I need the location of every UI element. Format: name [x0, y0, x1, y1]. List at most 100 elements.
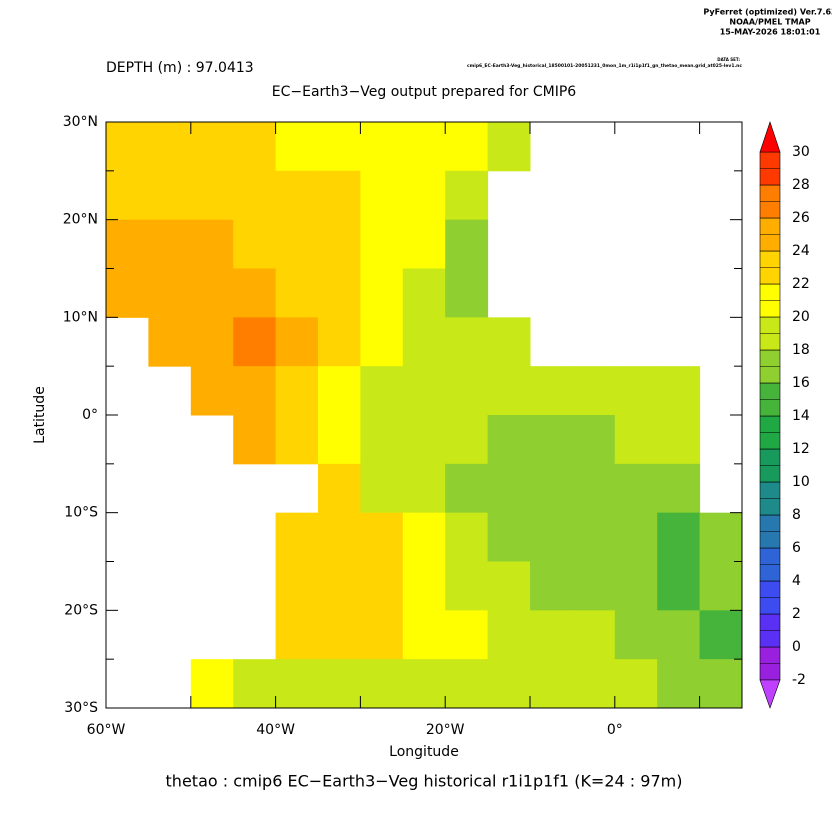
cell — [657, 561, 701, 611]
colorbar-label: 18 — [792, 342, 810, 358]
colorbar-label: 16 — [792, 375, 810, 391]
cell — [402, 610, 446, 660]
y-tick-label: 0° — [82, 407, 98, 423]
cell — [614, 561, 658, 611]
x-tick-label: 60°W — [87, 722, 126, 738]
cell — [318, 219, 361, 269]
cell — [148, 122, 192, 172]
cell — [233, 268, 277, 318]
x-tick-label: 0° — [607, 722, 623, 738]
cell — [445, 317, 489, 367]
cell — [445, 512, 489, 562]
y-tick-label: 10°S — [64, 505, 98, 521]
cell — [487, 366, 531, 416]
cell — [318, 122, 361, 172]
cell — [614, 610, 658, 660]
cell — [233, 317, 277, 367]
cell — [275, 659, 319, 709]
cell — [530, 659, 573, 709]
cell — [318, 366, 361, 416]
header-line: NOAA/PMEL TMAP — [729, 18, 810, 27]
colorbar-label: 28 — [792, 177, 810, 193]
cell — [657, 415, 701, 465]
cell — [318, 561, 361, 611]
colorbar-label: -2 — [792, 672, 806, 688]
cell — [190, 122, 234, 172]
colorbar-label: 4 — [792, 573, 801, 589]
cell — [530, 463, 573, 514]
cell — [530, 561, 573, 611]
cell — [318, 415, 361, 465]
cell — [360, 463, 404, 514]
cell — [106, 268, 149, 318]
y-tick-label: 30°S — [64, 700, 98, 716]
header-line: 15-MAY-2026 18:01:01 — [720, 28, 821, 37]
cell — [360, 122, 404, 172]
cell — [275, 170, 319, 221]
cell — [614, 659, 658, 709]
cell — [445, 366, 489, 416]
cell — [530, 366, 573, 416]
cell — [657, 366, 701, 416]
cell — [445, 561, 489, 611]
cell — [487, 512, 531, 562]
dataset: cmip6_EC-Earth3-Veg_historical_18500101-… — [467, 63, 743, 68]
chart-title: EC−Earth3−Veg output prepared for CMIP6 — [272, 84, 577, 100]
cell — [360, 317, 404, 367]
cell — [530, 512, 573, 562]
cell — [318, 512, 361, 562]
colorbar-under — [759, 679, 781, 709]
colorbar-label: 2 — [792, 606, 801, 622]
cell — [572, 561, 616, 611]
cell — [148, 317, 192, 367]
cell — [402, 512, 446, 562]
cell — [487, 659, 531, 709]
cell — [190, 366, 234, 416]
cell — [530, 415, 573, 465]
cell — [657, 512, 701, 562]
colorbar-label: 22 — [792, 276, 810, 292]
cell — [657, 610, 701, 660]
cell — [233, 219, 277, 269]
cell — [275, 219, 319, 269]
cell — [572, 415, 616, 465]
x-tick-label: 40°W — [256, 722, 295, 738]
cell — [190, 659, 234, 709]
cell — [572, 610, 616, 660]
cell — [402, 366, 446, 416]
cell — [275, 512, 319, 562]
cell — [360, 170, 404, 221]
cell — [402, 659, 446, 709]
colorbar-label: 26 — [792, 210, 810, 226]
cell — [148, 268, 192, 318]
cell — [445, 659, 489, 709]
header-line: PyFerret (optimized) Ver.7.63 — [703, 8, 832, 17]
cell — [530, 610, 573, 660]
cell — [487, 610, 531, 660]
y-tick-label: 20°N — [63, 212, 98, 228]
colorbar-over — [759, 121, 781, 153]
cell — [106, 170, 149, 221]
cell — [360, 366, 404, 416]
cell — [106, 122, 149, 172]
colorbar-label: 12 — [792, 441, 810, 457]
cell — [233, 170, 277, 221]
cell — [190, 268, 234, 318]
cell — [487, 463, 531, 514]
cell — [275, 268, 319, 318]
cell — [402, 219, 446, 269]
cell — [360, 561, 404, 611]
cell — [275, 366, 319, 416]
colorbar-label: 10 — [792, 474, 810, 490]
cell — [699, 610, 743, 660]
cell — [148, 170, 192, 221]
colorbar-label: 20 — [792, 309, 810, 325]
cell — [572, 659, 616, 709]
cell — [699, 561, 743, 611]
colorbar-label: 8 — [792, 507, 801, 523]
caption: thetao : cmip6 EC−Earth3−Veg historical … — [166, 772, 683, 791]
dataset-label: DATA SET: — [717, 57, 740, 62]
cell — [360, 512, 404, 562]
cell — [572, 366, 616, 416]
